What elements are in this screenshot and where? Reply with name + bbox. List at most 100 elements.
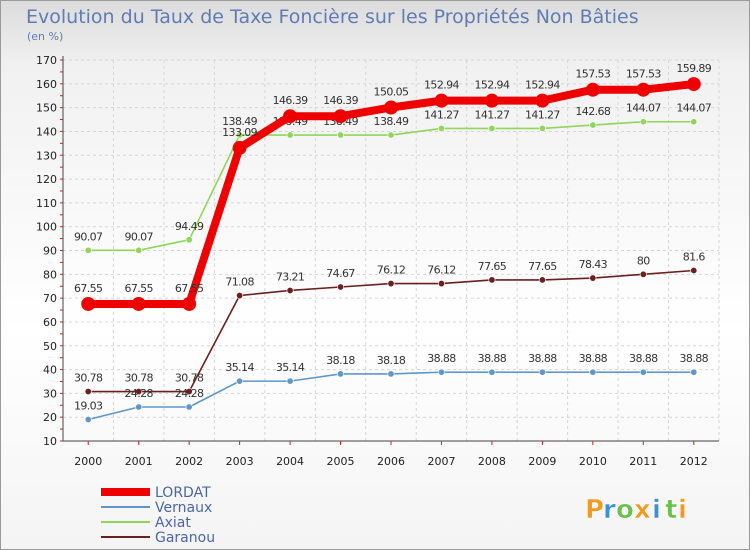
- data-label-axiat: 138.49: [374, 115, 409, 128]
- data-label-vernaux: 38.88: [478, 352, 507, 365]
- data-point-lordat: [384, 100, 398, 115]
- data-point-lordat: [686, 77, 701, 92]
- logo-letter: i: [652, 495, 661, 525]
- data-point-lordat: [283, 109, 298, 124]
- data-label-lordat: 67.55: [124, 282, 153, 295]
- y-tick-label: 140: [36, 125, 57, 138]
- data-point-vernaux: [286, 377, 294, 385]
- data-label-garanou: 30.78: [124, 372, 153, 385]
- data-point-lordat: [585, 82, 600, 97]
- data-label-axiat: 144.07: [676, 102, 711, 115]
- data-label-lordat: 157.53: [626, 68, 661, 81]
- data-point-garanou: [387, 280, 395, 288]
- logo-letter: i: [678, 495, 687, 525]
- data-label-axiat: 141.27: [474, 108, 509, 121]
- data-label-vernaux: 38.88: [528, 352, 557, 365]
- y-tick-label: 40: [43, 364, 57, 377]
- data-point-axiat: [236, 131, 244, 139]
- data-point-vernaux: [639, 368, 647, 376]
- data-point-garanou: [135, 388, 143, 396]
- data-label-lordat: 159.89: [676, 62, 711, 75]
- logo-letter: o: [616, 495, 634, 525]
- data-label-lordat: 133.09: [222, 126, 257, 139]
- legend-label-axiat: Axiat: [155, 515, 191, 531]
- data-point-vernaux: [135, 403, 143, 411]
- data-point-axiat: [337, 131, 345, 139]
- logo-letter: P: [585, 495, 604, 525]
- data-label-axiat: 90.07: [124, 230, 153, 243]
- y-tick-label: 100: [36, 221, 57, 234]
- chart-title: Evolution du Taux de Taxe Foncière sur l…: [26, 6, 639, 28]
- data-label-garanou: 76.12: [427, 264, 456, 277]
- data-label-lordat: 152.94: [424, 79, 459, 92]
- data-point-vernaux: [488, 368, 496, 376]
- data-point-lordat: [232, 140, 247, 155]
- data-label-lordat: 146.39: [273, 94, 308, 107]
- data-point-vernaux: [437, 368, 445, 376]
- x-tick-label: 2001: [125, 455, 153, 468]
- y-tick-label: 120: [36, 173, 57, 186]
- data-label-axiat: 142.68: [575, 105, 610, 118]
- data-point-garanou: [690, 267, 698, 275]
- data-point-lordat: [636, 82, 651, 97]
- data-point-axiat: [589, 121, 597, 129]
- data-label-vernaux: 38.18: [377, 354, 406, 367]
- data-point-axiat: [387, 131, 395, 139]
- data-point-lordat: [81, 296, 96, 311]
- data-label-vernaux: 38.88: [680, 352, 709, 365]
- x-tick-label: 2002: [175, 455, 203, 468]
- data-label-lordat: 146.39: [323, 94, 358, 107]
- data-point-lordat: [333, 109, 348, 124]
- x-tick-label: 2008: [478, 455, 506, 468]
- data-point-vernaux: [185, 403, 193, 411]
- data-point-garanou: [286, 286, 294, 294]
- y-tick-label: 70: [43, 292, 57, 305]
- data-label-garanou: 77.65: [528, 260, 557, 273]
- y-tick-label: 80: [43, 268, 57, 281]
- data-label-axiat: 90.07: [74, 230, 103, 243]
- x-tick-label: 2011: [629, 455, 657, 468]
- y-tick-label: 20: [43, 411, 57, 424]
- data-label-garanou: 73.21: [276, 270, 305, 283]
- data-label-garanou: 71.08: [225, 276, 254, 289]
- data-label-garanou: 30.78: [175, 372, 204, 385]
- y-tick-label: 10: [43, 435, 57, 448]
- x-tick-label: 2005: [327, 455, 355, 468]
- data-label-vernaux: 19.03: [74, 399, 103, 412]
- y-tick-label: 160: [36, 78, 57, 91]
- chart-subtitle: (en %): [27, 30, 63, 43]
- y-tick-label: 110: [36, 197, 57, 210]
- x-tick-label: 2006: [377, 455, 405, 468]
- legend-label-lordat: LORDAT: [155, 485, 211, 501]
- data-label-vernaux: 38.18: [326, 354, 355, 367]
- proxiti-logo: Pr o x i t i: [585, 495, 688, 526]
- data-point-vernaux: [84, 415, 92, 423]
- data-point-axiat: [639, 118, 647, 126]
- x-tick-label: 2012: [680, 455, 708, 468]
- y-tick-label: 60: [43, 316, 57, 329]
- data-label-vernaux: 38.88: [579, 352, 608, 365]
- legend-label-garanou: Garanou: [155, 530, 215, 546]
- data-label-vernaux: 35.14: [276, 361, 305, 374]
- data-point-lordat: [131, 296, 146, 311]
- x-tick-label: 2009: [528, 455, 556, 468]
- logo-letter: r: [603, 495, 616, 525]
- data-label-lordat: 157.53: [575, 68, 610, 81]
- data-label-axiat: 94.49: [175, 220, 204, 233]
- data-point-garanou: [84, 388, 92, 396]
- y-tick-label: 170: [36, 54, 57, 67]
- data-point-garanou: [488, 276, 496, 284]
- series-layer: 30.78 30.78 30.78 71.08 73.21 74.67 76.12 76.12…: [74, 62, 712, 423]
- data-label-lordat: 150.05: [374, 86, 409, 99]
- series-vernaux: 19.03 24.28 24.28 35.14 35.14 38.18 38.18 38.88…: [74, 352, 709, 423]
- data-point-garanou: [589, 274, 597, 282]
- data-point-lordat: [535, 93, 550, 108]
- x-tick-label: 2003: [226, 455, 254, 468]
- x-tick-label: 2000: [74, 455, 102, 468]
- data-point-lordat: [182, 296, 197, 311]
- data-point-garanou: [538, 276, 546, 284]
- y-tick-label: 30: [43, 387, 57, 400]
- data-point-vernaux: [337, 370, 345, 378]
- data-label-vernaux: 24.28: [124, 387, 153, 400]
